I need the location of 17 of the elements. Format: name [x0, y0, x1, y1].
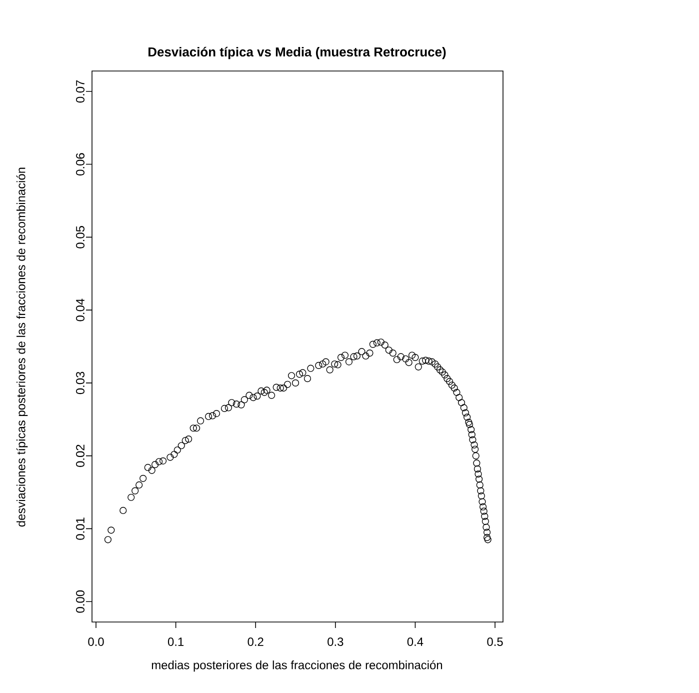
y-tick-label: 0.07 — [76, 80, 84, 103]
x-tick-label: 0.4 — [407, 638, 424, 646]
y-tick-label: 0.06 — [76, 153, 84, 176]
x-tick-label: 0.3 — [328, 638, 344, 646]
x-tick-label: 0.0 — [88, 638, 104, 646]
y-tick-label: 0.05 — [76, 226, 84, 248]
x-tick-label: 0.1 — [168, 638, 184, 646]
y-tick-label: 0.00 — [76, 590, 84, 613]
y-tick-label: 0.04 — [76, 298, 84, 322]
x-axis-title: medias posteriores de las fracciones de recombinación — [152, 660, 442, 672]
chart-title: Desviación típica vs Media (muestra Retrocruce) — [148, 46, 446, 60]
y-tick-label: 0.02 — [76, 444, 84, 467]
y-tick-label: 0.03 — [76, 372, 84, 394]
x-tick-label: 0.5 — [487, 638, 503, 646]
y-axis-title: desviaciones típicas posteriores de las fracciones de recombinación — [16, 168, 28, 527]
y-tick-label: 0.01 — [76, 518, 84, 540]
x-tick-label: 0.2 — [248, 638, 264, 646]
